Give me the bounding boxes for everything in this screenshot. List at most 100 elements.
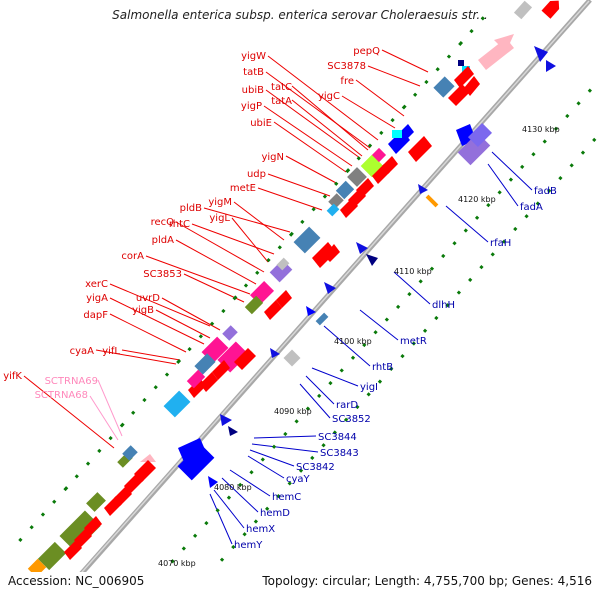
tick-mark [322, 194, 328, 199]
gene-label: rfaH [490, 238, 511, 249]
gene-arrow [140, 454, 156, 462]
tick-mark [469, 29, 474, 34]
gene-label: yigB [132, 305, 154, 316]
gene-label: yifL [102, 346, 120, 357]
gene-block [392, 130, 402, 138]
tick-mark [377, 379, 383, 384]
tick-mark [334, 181, 339, 186]
leader-lines-right [209, 151, 533, 545]
tick-mark [355, 404, 360, 410]
gene-label: SC3844 [318, 432, 357, 443]
tick-mark [592, 137, 597, 143]
tick-mark [210, 321, 215, 326]
gene-label: xerC [85, 279, 108, 290]
tick-mark [379, 130, 384, 136]
gene-block [328, 193, 344, 209]
tick-mark [531, 152, 536, 157]
scale-label: 4130 kbp [522, 125, 560, 134]
genes-label: Genes: [511, 574, 554, 588]
gene-label: yigC [318, 91, 340, 102]
tick-mark [153, 385, 158, 390]
gene-block [244, 295, 264, 315]
gene-arrow [324, 244, 340, 262]
gene-label: yigP [241, 101, 262, 112]
tick-mark [356, 156, 361, 161]
gene-label: tatC [271, 82, 292, 93]
gene-label: ubiB [242, 85, 264, 96]
scale-label: 4100 kbp [334, 337, 372, 346]
tick-mark [535, 201, 540, 206]
gene-label: dlhH [432, 300, 455, 311]
gene-features [27, 0, 560, 572]
gene-block [37, 541, 67, 571]
tick-mark [434, 315, 439, 321]
tick-mark [520, 164, 525, 170]
gene-block [59, 510, 101, 552]
gene-arrow [124, 472, 144, 494]
gene-block [222, 325, 238, 341]
scale-label: 4070 kbp [158, 559, 196, 568]
gene-label: yigN [261, 152, 284, 163]
gene-arrow [382, 156, 398, 174]
gene-block [347, 167, 367, 187]
gene-arrow [104, 496, 122, 516]
gene-label: metE [230, 183, 256, 194]
gene-arrow [264, 300, 282, 320]
tick-mark [260, 457, 265, 462]
gene-label: uvrD [136, 293, 160, 304]
gene-arrow [220, 414, 232, 426]
gene-label: yigM [208, 197, 232, 208]
gene-label: SC3843 [320, 448, 359, 459]
gene-label: yifK [3, 371, 22, 382]
gene-arrow [534, 46, 548, 62]
tick-mark [119, 422, 125, 428]
tick-mark [468, 277, 473, 282]
gene-arrow [356, 242, 368, 254]
tick-mark [580, 150, 586, 155]
gene-arrow [64, 540, 82, 560]
tick-mark [328, 381, 333, 386]
gene-arrow [228, 426, 238, 436]
gene-block [194, 353, 216, 375]
tick-mark [265, 506, 270, 511]
map-title: Salmonella enterica subsp. enterica sero… [112, 8, 488, 22]
tick-mark [40, 512, 46, 517]
tick-mark [542, 139, 547, 144]
gene-label: cyaA [70, 346, 95, 357]
tick-mark [446, 54, 452, 59]
gene-label: SC3842 [296, 462, 335, 473]
gene-block [283, 349, 301, 367]
gene-arrow [208, 476, 218, 488]
tick-mark [52, 499, 57, 504]
tick-mark [373, 330, 378, 335]
tick-mark [232, 295, 238, 301]
gene-label: fadB [534, 186, 557, 197]
gene-arrow [188, 378, 206, 398]
tick-mark [456, 290, 462, 295]
accession-value: NC_006905 [75, 574, 145, 588]
tick-mark [249, 470, 254, 475]
genome-backbone-highlight [81, 0, 590, 572]
gene-label: hemD [260, 508, 290, 519]
gene-block [293, 226, 321, 254]
gene-arrow [340, 198, 358, 218]
gene-label: SC3853 [143, 269, 182, 280]
gene-label: fadA [520, 202, 543, 213]
tick-mark [501, 239, 507, 244]
gene-label: yigI [360, 382, 378, 393]
gene-block [315, 312, 329, 326]
tick-mark [108, 436, 113, 441]
genome-summary: Topology: circular; Length: 4,755,700 bp… [262, 574, 592, 588]
tick-mark [565, 113, 570, 119]
tick-mark [396, 304, 401, 309]
scale-label: 4110 kbp [394, 267, 432, 276]
tick-marks [18, 16, 597, 564]
tick-mark [422, 328, 428, 333]
tick-mark [255, 270, 260, 275]
gene-arrow [541, 0, 560, 19]
tick-mark [198, 334, 203, 339]
tick-mark [480, 16, 485, 21]
gene-label: tatB [243, 67, 264, 78]
tick-mark [238, 482, 243, 488]
